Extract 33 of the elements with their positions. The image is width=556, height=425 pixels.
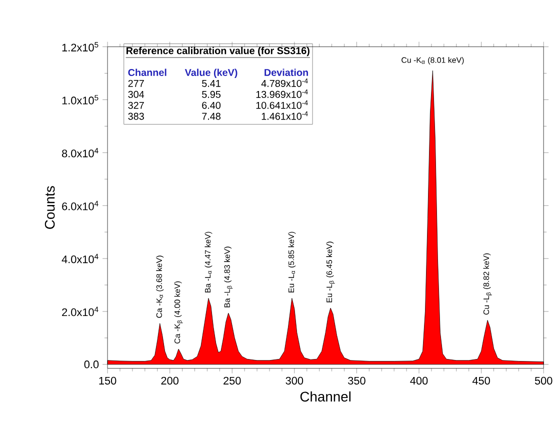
- annotation: Reference calibration value (for SS316): [126, 46, 310, 56]
- annotation: 1.461x10$^{-4}$: [262, 111, 308, 120]
- annotation: Deviation: [264, 68, 308, 76]
- x-axis-title: Channel: [300, 391, 350, 402]
- y-tick-label: 1.0x10$^{5}$: [62, 95, 98, 104]
- x-tick-label: 450: [472, 376, 490, 385]
- y-tick-label: 0.0: [84, 360, 99, 368]
- annotation: 383: [128, 112, 144, 120]
- annotation: 5.41: [202, 80, 220, 87]
- x-tick-label: 250: [224, 376, 241, 385]
- x-tick-label: 200: [161, 376, 178, 385]
- annotation: 277: [128, 80, 144, 87]
- y-tick-label: 8.0x10$^{4}$: [62, 148, 98, 158]
- x-tick-label: 500: [534, 376, 552, 385]
- y-axis-title: Counts: [44, 186, 55, 229]
- x-tick-label: 400: [410, 376, 428, 385]
- annotation: 327: [128, 102, 144, 109]
- y-tick-label: 4.0x10$^{4}$: [62, 254, 98, 264]
- x-tick-label: 150: [99, 376, 116, 385]
- y-tick-label: 2.0x10$^{4}$: [62, 306, 98, 316]
- annotation: 5.95: [202, 90, 221, 98]
- y-tick-label: 1.2x10$^{5}$: [62, 42, 98, 52]
- annotation: 4.789x10$^{-4}$: [261, 78, 308, 87]
- y-tick-label: 6.0x10$^{4}$: [62, 200, 98, 210]
- annotation: Value (keV): [184, 68, 238, 78]
- annotation: 6.40: [202, 102, 221, 109]
- annotation: 7.48: [202, 112, 220, 120]
- annotation: 13.969x10$^{-4}$: [256, 89, 308, 98]
- x-tick-label: 300: [286, 376, 304, 385]
- annotation: Channel: [128, 68, 166, 76]
- annotation: 10.641x10$^{-4}$: [256, 100, 308, 109]
- x-tick-label: 350: [348, 376, 366, 385]
- annotation: 304: [128, 90, 144, 98]
